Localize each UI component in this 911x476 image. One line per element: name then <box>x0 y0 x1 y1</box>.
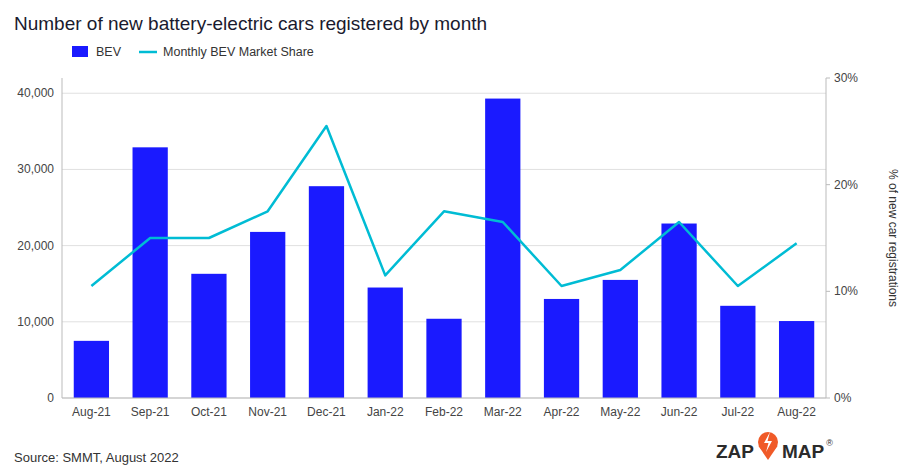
y2-tick <box>826 184 830 185</box>
y2-tick <box>826 78 830 79</box>
grid <box>62 93 826 398</box>
logo-text: ZAP <box>716 441 754 462</box>
x-tick-label: May-22 <box>600 405 640 419</box>
x-tick-label: Oct-21 <box>191 405 227 419</box>
y2-tick-label: 10% <box>834 284 858 298</box>
grid-line <box>62 245 826 246</box>
bar <box>720 306 755 398</box>
source: Source: SMMT, August 2022 <box>14 450 179 465</box>
bar <box>426 319 461 398</box>
y2-tick-label: 0% <box>834 391 852 405</box>
bar <box>779 321 814 398</box>
line <box>91 126 796 286</box>
y2-tick <box>826 291 830 292</box>
y-tick-label: 30,000 <box>17 162 54 176</box>
x-tick-label: Aug-21 <box>72 405 111 419</box>
y-tick-label: 20,000 <box>17 239 54 253</box>
logo-bolt <box>764 432 772 452</box>
y2-tick-label: 30% <box>834 71 858 85</box>
x-tick-label: Aug-22 <box>777 405 816 419</box>
logo-registered: ® <box>826 438 833 448</box>
bar <box>133 147 168 398</box>
x-tick-label: Nov-21 <box>248 405 287 419</box>
y-tick-label: 10,000 <box>17 315 54 329</box>
grid-line <box>62 398 826 399</box>
background <box>0 0 911 476</box>
y2-tick <box>826 398 830 399</box>
y-tick-label: 40,000 <box>17 86 54 100</box>
title: Number of new battery-electric cars regi… <box>14 13 487 34</box>
x-tick-label: Feb-22 <box>425 405 463 419</box>
x-tick-label: Dec-21 <box>307 405 346 419</box>
x-tick-label: Mar-22 <box>484 405 522 419</box>
bar <box>74 341 109 398</box>
x-tick-label: Jan-22 <box>367 405 404 419</box>
legend-swatch <box>139 51 157 54</box>
x-tick-label: Apr-22 <box>544 405 580 419</box>
bar <box>309 186 344 398</box>
x-tick-label: Jul-22 <box>722 405 755 419</box>
y2-axis-line <box>826 78 827 398</box>
y-tick-label: 0 <box>47 391 54 405</box>
y-axis-line <box>62 78 63 398</box>
bar <box>544 299 579 398</box>
y2-axis-label: % of new car registrations <box>886 169 900 307</box>
x-axis-line <box>62 398 826 399</box>
y2-tick-label: 20% <box>834 178 858 192</box>
legend-label: BEV <box>96 45 122 59</box>
grid-line <box>62 93 826 94</box>
bar <box>485 99 520 398</box>
logo-icon <box>758 432 778 460</box>
legend-label: Monthly BEV Market Share <box>163 45 314 59</box>
legend-swatch <box>72 46 88 57</box>
bar <box>368 288 403 398</box>
x-tick-label: Jun-22 <box>661 405 698 419</box>
grid-line <box>62 169 826 170</box>
x-tick-label: Sep-21 <box>131 405 170 419</box>
logo-text: MAP <box>782 441 825 462</box>
plot-area <box>74 99 814 398</box>
bar <box>191 274 226 398</box>
bar <box>603 280 638 398</box>
bar <box>250 232 285 398</box>
legend: BEV Monthly BEV Market Share <box>72 45 314 59</box>
bar <box>661 224 696 398</box>
chart: Number of new battery-electric cars regi… <box>0 0 911 476</box>
